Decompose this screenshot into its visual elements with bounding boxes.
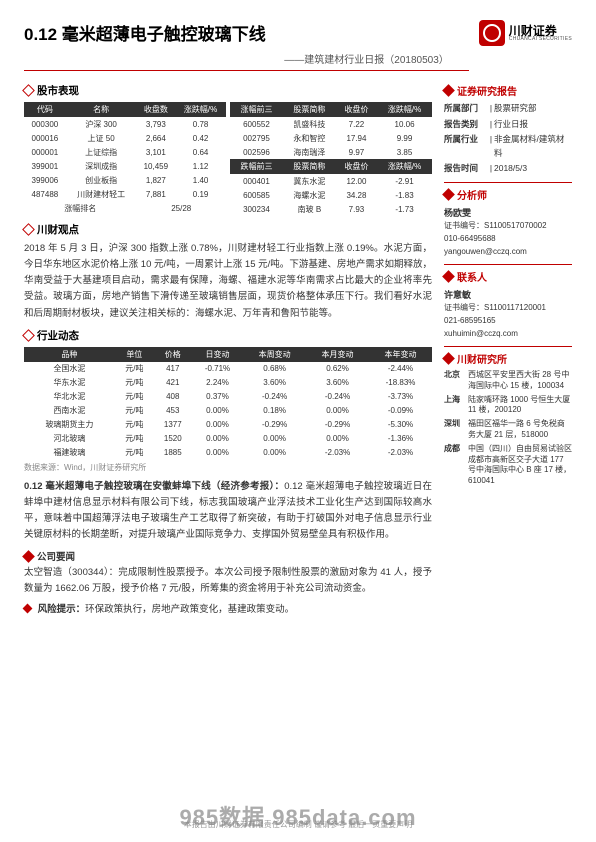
sidebar: 证券研究报告 所属部门|股票研究部 报告类别|行业日报 所属行业|非金属材料/建… (444, 77, 572, 622)
table-row: 487488川财建材轻工7,8810.19 (24, 188, 226, 202)
table-row: 福建玻璃元/吨18850.00%0.00%-2.03%-2.03% (24, 446, 432, 460)
table-row: 玻璃期货主力元/吨13770.00%-0.29%-0.29%-5.30% (24, 418, 432, 432)
side-contact-label: 联系人 (457, 269, 487, 284)
side-inst-head: 川财研究所 (444, 346, 572, 366)
contact-cert: 证书编号：S1100117120001 (444, 302, 572, 314)
section-company-label: 公司要闻 (37, 549, 75, 563)
th: 涨幅前三 (230, 102, 283, 117)
table-row: 600585海螺水泥34.28-1.83 (230, 188, 432, 202)
th: 跌幅前三 (230, 159, 283, 174)
th: 涨跌幅/% (377, 159, 432, 174)
table-row: 300234南玻 B7.93-1.73 (230, 202, 432, 216)
th: 名称 (66, 102, 137, 117)
kv-row: 所属部门|股票研究部 (444, 102, 572, 116)
diamond-icon (22, 84, 35, 97)
watermark: 985数据 985data.com (0, 800, 596, 832)
analyst-mail: yangouwen@cczq.com (444, 246, 572, 258)
th: 收盘数 (136, 102, 175, 117)
office-row: 深圳福田区福华一路 6 号免税商务大厦 21 层，518000 (444, 419, 572, 441)
table-row: 000401冀东水泥12.00-2.91 (230, 174, 432, 188)
subtitle: ——建筑建材行业日报（20180503） (24, 51, 469, 71)
logo-cn: 川财证券 (509, 25, 572, 37)
company-text: 太空智造（300344）：完成限制性股票授予。本次公司授予限制性股票的激励对象为… (24, 565, 432, 597)
kv-row: 报告时间|2018/5/3 (444, 162, 572, 176)
table-row: 000001上证综指3,1010.64 (24, 145, 226, 159)
side-analyst-head: 分析师 (444, 182, 572, 202)
section-industry-label: 行业动态 (37, 328, 79, 343)
section-market-label: 股市表现 (37, 83, 79, 98)
table-row: 全国水泥元/吨417-0.71%0.68%0.62%-2.44% (24, 362, 432, 376)
table-row: 399006创业板指1,8271.40 (24, 174, 226, 188)
logo: 川财证券 CHUANCAI SECURITIES (479, 20, 572, 46)
diamond-icon (22, 329, 35, 342)
table-row: 002795永和智控17.949.99 (230, 131, 432, 145)
contact-tel: 021-68595165 (444, 315, 572, 327)
risk-text: 环保政策执行，房地产政策变化，基建政策变动。 (85, 604, 294, 615)
table-row: 西南水泥元/吨4530.00%0.18%0.00%-0.09% (24, 404, 432, 418)
th: 收盘价 (336, 102, 377, 117)
diamond-icon (22, 550, 35, 563)
news-lead: 0.12 毫米超薄电子触控玻璃在安徽蚌埠下线（经济参考报）： (24, 481, 284, 492)
market-table-right: 涨幅前三 股票简称 收盘价 涨跌幅/% 600552凯盛科技7.2210.06 … (230, 102, 432, 216)
th: 股票简称 (283, 102, 336, 117)
diamond-icon (442, 188, 455, 201)
main-column: 股市表现 代码 名称 收盘数 涨跌幅/% 000300沪深 3003,7930.… (24, 77, 432, 622)
table-row: 涨幅排名25/28 (24, 202, 226, 216)
table-row: 399001深圳成指10,4591.12 (24, 159, 226, 173)
main-title: 0.12 毫米超薄电子触控玻璃下线 (24, 20, 469, 45)
logo-icon (479, 20, 505, 46)
kv-row: 报告类别|行业日报 (444, 118, 572, 132)
table-row: 002596海南瑞泽9.973.85 (230, 145, 432, 159)
section-viewpoint-label: 川财观点 (37, 222, 79, 237)
risk-label: 风险提示： (38, 604, 86, 615)
risk-para: 风险提示：环保政策执行，房地产政策变化，基建政策变动。 (24, 602, 432, 618)
th: 涨跌幅/% (175, 102, 226, 117)
diamond-icon (22, 223, 35, 236)
table-row: 000016上证 502,6640.42 (24, 131, 226, 145)
th: 股票简称 (283, 159, 336, 174)
viewpoint-text: 2018 年 5 月 3 日，沪深 300 指数上涨 0.78%，川财建材轻工行… (24, 241, 432, 322)
side-report-head: 证券研究报告 (444, 83, 572, 98)
table-row: 河北玻璃元/吨15200.00%0.00%0.00%-1.36% (24, 432, 432, 446)
logo-en: CHUANCAI SECURITIES (509, 37, 572, 42)
section-industry: 行业动态 (24, 328, 432, 343)
analyst-cert: 证书编号：S1100517070002 (444, 220, 572, 232)
side-report-label: 证券研究报告 (457, 83, 517, 98)
office-row: 北京西城区平安里西大街 28 号中海国际中心 15 楼，100034 (444, 370, 572, 392)
side-analyst-label: 分析师 (457, 187, 487, 202)
th: 代码 (24, 102, 66, 117)
kv-row: 所属行业|非金属材料/建筑材料 (444, 133, 572, 160)
industry-table: 品种单位价格日变动本周变动本月变动本年变动 全国水泥元/吨417-0.71%0.… (24, 347, 432, 460)
news-para: 0.12 毫米超薄电子触控玻璃在安徽蚌埠下线（经济参考报）：0.12 毫米超薄电… (24, 479, 432, 544)
contact-name: 许意敏 (444, 288, 572, 301)
side-contact-head: 联系人 (444, 264, 572, 284)
market-table-left: 代码 名称 收盘数 涨跌幅/% 000300沪深 3003,7930.78 00… (24, 102, 226, 216)
side-inst-label: 川财研究所 (457, 351, 507, 366)
contact-mail: xuhuimin@cczq.com (444, 328, 572, 340)
diamond-icon (442, 352, 455, 365)
section-viewpoint: 川财观点 (24, 222, 432, 237)
analyst-name: 杨欧雯 (444, 206, 572, 219)
table-row: 000300沪深 3003,7930.78 (24, 117, 226, 131)
office-row: 成都中国（四川）自由贸易试验区成都市高新区交子大道 177 号中海国际中心 B … (444, 444, 572, 487)
table-row: 华北水泥元/吨4080.37%-0.24%-0.24%-3.73% (24, 390, 432, 404)
diamond-icon (23, 603, 33, 613)
table-row: 华东水泥元/吨4212.24%3.60%3.60%-18.83% (24, 376, 432, 390)
th: 收盘价 (336, 159, 377, 174)
section-company: 公司要闻 (24, 549, 432, 563)
th: 涨跌幅/% (377, 102, 432, 117)
header: 0.12 毫米超薄电子触控玻璃下线 ——建筑建材行业日报（20180503） 川… (24, 20, 572, 71)
data-source: 数据来源：Wind，川财证券研究所 (24, 462, 432, 473)
section-market: 股市表现 (24, 83, 432, 98)
table-row: 600552凯盛科技7.2210.06 (230, 117, 432, 131)
diamond-icon (442, 270, 455, 283)
analyst-tel: 010-66495688 (444, 233, 572, 245)
office-row: 上海陆家嘴环路 1000 号恒生大厦 11 楼，200120 (444, 395, 572, 417)
diamond-icon (442, 84, 455, 97)
